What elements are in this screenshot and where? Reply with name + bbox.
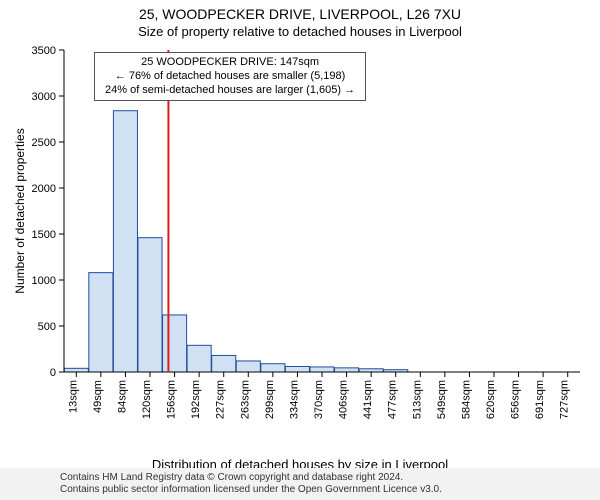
svg-text:500: 500 [38, 321, 56, 333]
svg-text:477sqm: 477sqm [387, 380, 399, 419]
svg-text:2500: 2500 [32, 137, 56, 149]
svg-text:727sqm: 727sqm [559, 380, 571, 419]
svg-text:227sqm: 227sqm [215, 380, 227, 419]
callout-line-3: 24% of semi-detached houses are larger (… [105, 84, 355, 98]
histogram-chart: 0 500 1000 1500 2000 2500 3000 3500 13sqm 49sqm 84… [8, 44, 592, 434]
svg-text:620sqm: 620sqm [485, 380, 497, 419]
svg-text:2000: 2000 [32, 183, 56, 195]
svg-text:441sqm: 441sqm [362, 380, 374, 419]
svg-text:370sqm: 370sqm [313, 380, 325, 419]
svg-text:299sqm: 299sqm [264, 380, 276, 419]
svg-text:Number of detached properties: Number of detached properties [13, 128, 27, 293]
svg-text:549sqm: 549sqm [436, 380, 448, 419]
svg-text:406sqm: 406sqm [338, 380, 350, 419]
figure-container: { "title_line1": "25, WOODPECKER DRIVE, … [0, 0, 600, 500]
svg-text:334sqm: 334sqm [288, 380, 300, 419]
callout-line-2: ← 76% of detached houses are smaller (5,… [105, 70, 355, 84]
svg-text:49sqm: 49sqm [92, 380, 104, 413]
footer: Contains HM Land Registry data © Crown c… [0, 468, 600, 500]
svg-text:513sqm: 513sqm [411, 380, 423, 419]
footer-line-1: Contains HM Land Registry data © Crown c… [60, 472, 592, 484]
svg-text:3500: 3500 [32, 45, 56, 57]
svg-text:584sqm: 584sqm [460, 380, 472, 419]
footer-line-2: Contains public sector information licen… [60, 484, 592, 496]
svg-text:0: 0 [50, 367, 56, 379]
svg-text:120sqm: 120sqm [141, 380, 153, 419]
title-line-1: 25, WOODPECKER DRIVE, LIVERPOOL, L26 7XU [0, 0, 600, 22]
svg-text:691sqm: 691sqm [534, 380, 546, 419]
svg-text:3000: 3000 [32, 91, 56, 103]
callout-box: 25 WOODPECKER DRIVE: 147sqm ← 76% of det… [94, 52, 366, 101]
callout-line-1: 25 WOODPECKER DRIVE: 147sqm [105, 56, 355, 70]
title-line-2: Size of property relative to detached ho… [0, 22, 600, 39]
svg-text:156sqm: 156sqm [166, 380, 178, 419]
svg-text:192sqm: 192sqm [190, 380, 202, 419]
svg-text:263sqm: 263sqm [239, 380, 251, 419]
svg-text:13sqm: 13sqm [67, 380, 79, 413]
svg-text:1000: 1000 [32, 275, 56, 287]
svg-text:1500: 1500 [32, 229, 56, 241]
svg-text:84sqm: 84sqm [116, 380, 128, 413]
svg-text:656sqm: 656sqm [510, 380, 522, 419]
